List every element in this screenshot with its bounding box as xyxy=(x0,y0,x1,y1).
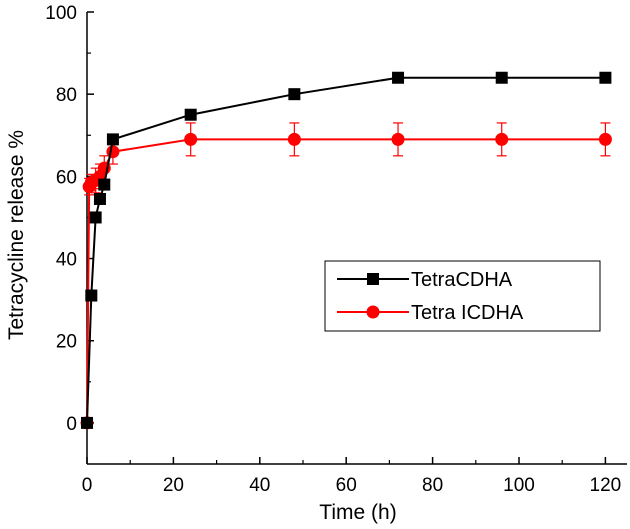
x-ticks: 0 20 40 60 80 100 120 xyxy=(82,457,622,496)
x-tick-label: 60 xyxy=(336,475,357,496)
data-point xyxy=(598,132,612,146)
axes xyxy=(86,12,627,465)
legend-marker-tetracdha xyxy=(367,273,379,285)
x-tick-label: 100 xyxy=(503,475,535,496)
data-point xyxy=(184,132,198,146)
y-tick-label: 20 xyxy=(56,332,77,353)
data-point xyxy=(98,178,111,191)
x-tick-label: 120 xyxy=(590,475,622,496)
legend-label-tetraicdha: Tetra ICDHA xyxy=(411,302,524,324)
data-point xyxy=(106,145,120,159)
y-tick-label: 0 xyxy=(66,414,77,435)
data-point xyxy=(288,88,301,101)
legend-box xyxy=(324,260,601,332)
legend: TetraCDHA Tetra ICDHA xyxy=(324,260,601,332)
data-point xyxy=(392,71,405,84)
legend-marker-tetraicdha xyxy=(366,305,380,319)
data-point xyxy=(287,132,301,146)
y-ticks: 0 20 40 60 80 100 xyxy=(45,3,94,435)
x-tick-label: 80 xyxy=(422,475,443,496)
data-point xyxy=(106,133,119,146)
series-tetracdha xyxy=(81,71,612,429)
x-tick-label: 20 xyxy=(163,475,184,496)
x-tick-label: 40 xyxy=(249,475,270,496)
x-axis-title: Time (h) xyxy=(319,501,396,524)
y-axis-title: Tetracycline release % xyxy=(5,130,28,340)
data-point xyxy=(85,289,98,302)
data-point xyxy=(93,192,106,205)
data-point xyxy=(599,71,612,84)
data-point xyxy=(184,108,197,121)
data-point xyxy=(495,132,509,146)
y-tick-label: 80 xyxy=(56,85,77,106)
y-tick-label: 100 xyxy=(45,3,77,24)
legend-label-tetracdha: TetraCDHA xyxy=(411,269,513,291)
y-tick-label: 60 xyxy=(56,167,77,188)
series-line xyxy=(86,76,606,423)
y-tick-label: 40 xyxy=(56,250,77,271)
data-point xyxy=(495,71,508,84)
data-point xyxy=(81,416,93,429)
x-tick-label: 0 xyxy=(82,475,93,496)
data-point xyxy=(89,211,102,224)
series-layer xyxy=(80,71,612,430)
data-point xyxy=(391,132,405,146)
